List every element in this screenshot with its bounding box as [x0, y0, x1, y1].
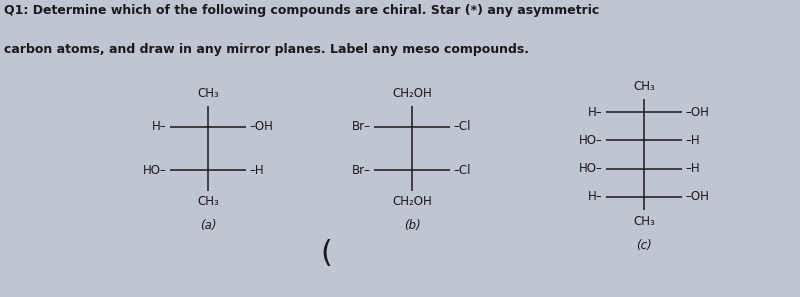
Text: H–: H–: [588, 106, 602, 119]
Text: (b): (b): [404, 219, 420, 232]
Text: H–: H–: [152, 121, 166, 133]
Text: CH₂OH: CH₂OH: [392, 87, 432, 100]
Text: –OH: –OH: [686, 190, 710, 203]
Text: –H: –H: [686, 162, 700, 175]
Text: Q1: Determine which of the following compounds are chiral. Star (*) any asymmetr: Q1: Determine which of the following com…: [4, 4, 599, 18]
Text: CH₃: CH₃: [197, 195, 219, 208]
Text: (: (: [321, 239, 332, 268]
Text: Br–: Br–: [351, 164, 370, 176]
Text: Br–: Br–: [351, 121, 370, 133]
Text: (a): (a): [200, 219, 216, 232]
Text: CH₃: CH₃: [197, 87, 219, 100]
Text: –OH: –OH: [250, 121, 274, 133]
Text: HO–: HO–: [578, 162, 602, 175]
Text: –Cl: –Cl: [454, 164, 471, 176]
Text: HO–: HO–: [578, 134, 602, 147]
Text: (c): (c): [636, 238, 652, 252]
Text: H–: H–: [588, 190, 602, 203]
Text: HO–: HO–: [142, 164, 166, 176]
Text: CH₃: CH₃: [633, 80, 655, 93]
Text: carbon atoms, and draw in any mirror planes. Label any meso compounds.: carbon atoms, and draw in any mirror pla…: [4, 43, 529, 56]
Text: –H: –H: [250, 164, 264, 176]
Text: CH₂OH: CH₂OH: [392, 195, 432, 208]
Text: –OH: –OH: [686, 106, 710, 119]
Text: –Cl: –Cl: [454, 121, 471, 133]
Text: –H: –H: [686, 134, 700, 147]
Text: CH₃: CH₃: [633, 215, 655, 228]
